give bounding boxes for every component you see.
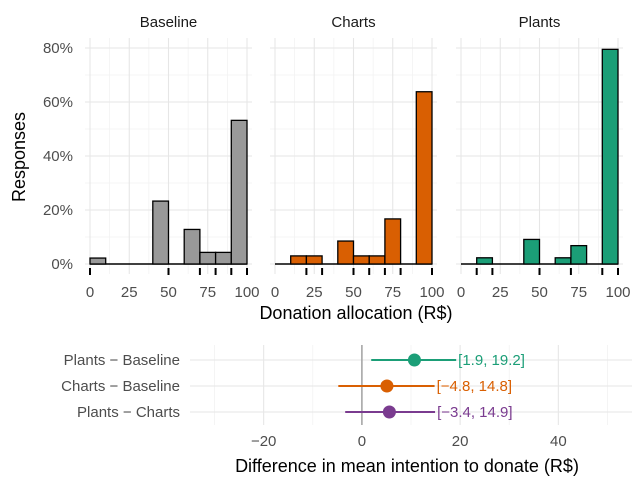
histogram-bar: [570, 244, 588, 265]
point-estimate: [382, 405, 396, 419]
difference-row: Plants − Baseline [1.9, 19.2]: [64, 352, 525, 369]
histogram-bar: [601, 48, 619, 265]
y-tick-label: 60%: [43, 94, 73, 111]
x-tick-label: 25: [121, 284, 138, 301]
ci-label: [1.9, 19.2]: [458, 352, 525, 369]
point-estimate: [380, 379, 394, 393]
point-estimate: [407, 353, 421, 367]
x-tick-label: 40: [550, 433, 567, 450]
facet-panel-baseline: Baseline 0 25 50 75 100: [85, 14, 260, 301]
facet-panel-plants: Plants 0 25 50 75 100: [456, 14, 631, 301]
histogram-panels: 0% 20% 40% 60% 80% Baseline 0 25 50 75 100 Charts 0 2…: [43, 14, 631, 301]
difference-plot: Plants − Baseline [1.9, 19.2] Charts − Bas…: [61, 345, 632, 450]
row-label: Plants − Baseline: [64, 352, 180, 369]
histogram-bar: [337, 240, 355, 265]
x-axis-title-difference: Difference in mean intention to donate (…: [235, 456, 579, 476]
y-tick-label: 80%: [43, 40, 73, 57]
y-tick-label: 0%: [51, 256, 73, 273]
ci-label: [−4.8, 14.8]: [437, 378, 512, 395]
facet-panel-charts: Charts 0 25 50 75 100: [270, 14, 445, 301]
x-tick-label: 50: [531, 284, 548, 301]
y-tick-label: 40%: [43, 148, 73, 165]
histogram-bar: [554, 257, 572, 265]
x-tick-label: 50: [160, 284, 177, 301]
facet-label: Plants: [519, 14, 561, 31]
x-tick-label: 50: [345, 284, 362, 301]
x-tick-label: 20: [452, 433, 469, 450]
x-tick-label: 0: [457, 284, 465, 301]
x-tick-label: 75: [570, 284, 587, 301]
histogram-bar: [476, 257, 494, 265]
histogram-bar: [152, 200, 170, 265]
histogram-bar: [305, 255, 323, 265]
x-tick-label: 0: [271, 284, 279, 301]
x-tick-label: 0: [86, 284, 94, 301]
x-tick-label: 100: [234, 284, 259, 301]
histogram-bar: [368, 255, 386, 265]
x-tick-label: 100: [419, 284, 444, 301]
histogram-bar: [415, 91, 433, 265]
histogram-bar: [199, 251, 217, 265]
histogram-bar: [214, 251, 232, 265]
y-tick-label: 20%: [43, 202, 73, 219]
facet-label: Charts: [331, 14, 375, 31]
row-label: Plants − Charts: [77, 404, 180, 421]
x-tick-label: 100: [605, 284, 630, 301]
histogram-bar: [183, 228, 201, 265]
x-tick-label: 0: [358, 433, 366, 450]
ci-label: [−3.4, 14.9]: [437, 404, 512, 421]
x-tick-label: 75: [384, 284, 401, 301]
x-axis-title-histogram: Donation allocation (R$): [259, 303, 452, 323]
histogram-bar: [89, 257, 107, 265]
y-axis-title: Responses: [9, 112, 29, 202]
facet-label: Baseline: [140, 14, 198, 31]
histogram-bar: [352, 255, 370, 265]
difference-row: Plants − Charts [−3.4, 14.9]: [77, 404, 513, 421]
difference-row: Charts − Baseline [−4.8, 14.8]: [61, 378, 512, 395]
x-tick-label: 75: [199, 284, 216, 301]
x-tick-label: 25: [306, 284, 323, 301]
histogram-bar: [384, 218, 402, 265]
x-tick-label: 25: [492, 284, 509, 301]
histogram-bar: [523, 238, 541, 265]
x-tick-label: −20: [251, 433, 276, 450]
histogram-bar: [230, 119, 248, 265]
histogram-bar: [290, 255, 308, 265]
row-label: Charts − Baseline: [61, 378, 180, 395]
